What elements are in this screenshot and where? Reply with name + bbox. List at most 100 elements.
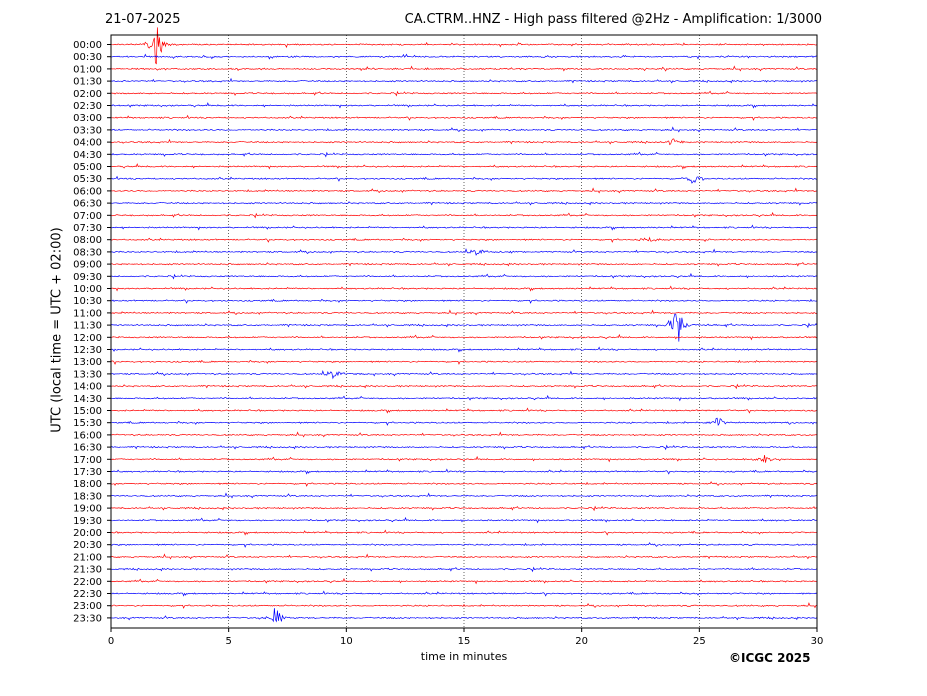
trace-row [110, 370, 818, 380]
trace-row [110, 383, 818, 390]
y-tick-label: 09:00 [73, 260, 102, 271]
x-tick-label: 20 [575, 636, 588, 647]
trace-row [110, 65, 818, 72]
y-tick-label: 16:00 [73, 430, 102, 441]
y-tick-label: 07:00 [73, 211, 102, 222]
trace-row [110, 516, 817, 524]
trace-row [110, 138, 818, 146]
y-tick-label: 02:30 [73, 101, 102, 112]
trace-row [110, 309, 818, 316]
y-tick-label: 14:00 [73, 382, 102, 393]
trace-row [110, 492, 818, 499]
trace-row [110, 285, 818, 292]
trace-row [110, 468, 818, 475]
trace-row [110, 313, 818, 342]
trace-row [110, 608, 818, 623]
x-axis-label: time in minutes [420, 650, 508, 663]
y-tick-label: 13:00 [73, 357, 102, 368]
y-tick-label: 06:30 [73, 199, 102, 210]
y-tick-label: 06:00 [73, 186, 102, 197]
y-tick-label: 10:30 [73, 296, 102, 307]
trace-row [110, 542, 818, 548]
trace-group [110, 27, 818, 623]
trace-row [110, 77, 818, 84]
y-tick-label: 04:00 [73, 138, 102, 149]
y-tick-label: 08:30 [73, 247, 102, 258]
y-tick-label: 00:30 [73, 52, 102, 63]
trace-row [110, 529, 818, 536]
trace-row [110, 481, 818, 487]
trace-row [110, 333, 818, 341]
trace-row [110, 236, 818, 243]
y-tick-label: 17:30 [73, 467, 102, 478]
chart-title: CA.CTRM..HNZ - High pass filtered @2Hz -… [404, 12, 822, 27]
x-tick-label: 5 [225, 636, 231, 647]
y-tick-label: 23:00 [73, 601, 102, 612]
x-tick-label: 25 [693, 636, 706, 647]
y-tick-label: 16:30 [73, 443, 102, 454]
trace-row [110, 114, 818, 121]
trace-row [110, 455, 818, 463]
y-tick-label: 15:00 [73, 406, 102, 417]
y-tick-label: 04:30 [73, 150, 102, 161]
y-tick-label: 21:00 [73, 552, 102, 563]
x-tick-group: 0 5 10 15 20 25 30 [108, 628, 824, 647]
trace-row [110, 444, 818, 451]
trace-row [110, 151, 818, 158]
trace-row [110, 346, 818, 353]
trace-row [110, 175, 818, 184]
trace-row [110, 211, 818, 219]
trace-row [110, 553, 818, 560]
trace-row [110, 577, 818, 585]
y-tick-label: 05:30 [73, 174, 102, 185]
y-tick-label: 01:30 [73, 77, 102, 88]
trace-row [110, 262, 818, 267]
trace-row [110, 163, 818, 170]
y-tick-label: 08:00 [73, 235, 102, 246]
trace-row [110, 126, 818, 133]
y-tick-label: 07:30 [73, 223, 102, 234]
trace-row [110, 505, 818, 512]
y-tick-label: 02:00 [73, 89, 102, 100]
y-tick-label: 14:30 [73, 394, 102, 405]
trace-row [110, 90, 818, 97]
trace-row [110, 407, 818, 414]
x-tick-label: 0 [108, 636, 114, 647]
trace-row [110, 394, 818, 402]
trace-row [110, 602, 818, 609]
y-tick-label: 17:00 [73, 455, 102, 466]
x-tick-label: 15 [458, 636, 471, 647]
y-tick-label: 11:30 [73, 321, 102, 332]
x-tick-label: 30 [811, 636, 824, 647]
y-tick-label: 01:00 [73, 64, 102, 75]
y-tick-label: 23:30 [73, 613, 102, 624]
trace-row [110, 298, 818, 304]
trace-row [110, 201, 818, 206]
y-tick-label: 22:30 [73, 589, 102, 600]
trace-row [110, 431, 817, 438]
trace-row [110, 53, 818, 60]
y-tick-label: 10:00 [73, 284, 102, 295]
trace-row [110, 187, 818, 194]
y-tick-label: 12:00 [73, 333, 102, 344]
y-tick-label: 03:00 [73, 113, 102, 124]
y-tick-label: 22:00 [73, 577, 102, 588]
y-tick-label: 21:30 [73, 565, 102, 576]
y-tick-label: 12:30 [73, 345, 102, 356]
trace-row [110, 590, 818, 597]
y-tick-label: 00:00 [73, 40, 102, 51]
y-tick-label: 03:30 [73, 125, 102, 136]
y-tick-label: 20:30 [73, 540, 102, 551]
y-tick-label: 18:00 [73, 479, 102, 490]
trace-row [110, 272, 818, 280]
y-tick-label: 18:30 [73, 491, 102, 502]
x-tick-label: 10 [340, 636, 353, 647]
date-label: 21-07-2025 [105, 12, 181, 27]
y-tick-label: 20:00 [73, 528, 102, 539]
trace-row [110, 359, 818, 365]
trace-row [110, 417, 818, 427]
trace-row [110, 566, 818, 573]
trace-row [110, 102, 818, 109]
